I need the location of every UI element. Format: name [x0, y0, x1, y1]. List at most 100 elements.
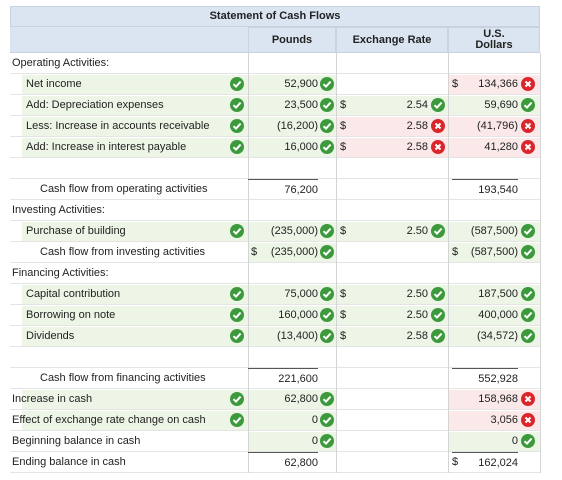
- check-icon: [230, 413, 244, 427]
- input-bg: [249, 243, 336, 262]
- check-icon: [521, 308, 535, 322]
- row-label: Increase in cash: [12, 393, 93, 405]
- row-label: Add: Increase in interest payable: [26, 141, 187, 153]
- rate-value: 2.58: [406, 141, 428, 153]
- cross-mark: [524, 122, 532, 130]
- check-icon: [431, 224, 445, 238]
- cross-mark: [524, 143, 532, 151]
- row-label: Operating Activities:: [12, 57, 110, 69]
- check-icon: [320, 119, 334, 133]
- usd-value: 158,968: [478, 393, 518, 405]
- usd-value: 3,056: [490, 414, 518, 426]
- usd-value: 41,280: [484, 141, 518, 153]
- check-mark: [322, 227, 332, 236]
- input-bg: [449, 432, 540, 451]
- cross-icon: [431, 140, 445, 154]
- input-bg: [22, 390, 248, 409]
- check-mark: [523, 101, 533, 110]
- check-mark: [322, 248, 332, 257]
- check-mark: [232, 80, 242, 89]
- input-bg: [249, 327, 336, 346]
- cross-icon: [521, 77, 535, 91]
- input-bg: [22, 327, 248, 346]
- row-label: Beginning balance in cash: [12, 435, 141, 447]
- rate-value: 2.50: [406, 225, 428, 237]
- usd-value: 162,024: [452, 452, 518, 473]
- input-bg: [449, 411, 540, 430]
- row-line: [10, 53, 540, 74]
- input-bg: [22, 117, 248, 136]
- check-mark: [523, 248, 533, 257]
- cross-icon: [521, 413, 535, 427]
- input-bg: [449, 285, 540, 304]
- check-icon: [230, 77, 244, 91]
- rate-value: 2.50: [406, 309, 428, 321]
- pounds-value: 16,000: [284, 141, 318, 153]
- column-header: Pounds: [248, 27, 336, 53]
- usd-value: (34,572): [477, 330, 518, 342]
- cross-mark: [524, 80, 532, 88]
- input-bg: [22, 306, 248, 325]
- input-bg: [22, 75, 248, 94]
- pounds-value: (235,000): [270, 246, 318, 258]
- pounds-value: 52,900: [284, 78, 318, 90]
- pounds-value: (16,200): [277, 120, 318, 132]
- input-bg: [337, 96, 448, 115]
- check-mark: [232, 311, 242, 320]
- column-line: [248, 53, 249, 473]
- input-bg: [449, 222, 540, 241]
- row-label: Add: Depreciation expenses: [26, 99, 164, 111]
- check-icon: [230, 329, 244, 343]
- pounds-value: 221,600: [248, 368, 318, 389]
- rate-value: 2.58: [406, 120, 428, 132]
- column-line: [336, 53, 337, 473]
- usd-value: 0: [511, 435, 518, 447]
- row-label: Borrowing on note: [26, 309, 116, 321]
- input-bg: [249, 432, 336, 451]
- check-mark: [322, 122, 332, 131]
- check-icon: [320, 287, 334, 301]
- check-mark: [523, 332, 533, 341]
- row-label: Net income: [26, 78, 82, 90]
- row-label: Ending balance in cash: [12, 456, 126, 468]
- input-bg: [22, 138, 248, 157]
- cross-mark: [434, 122, 442, 130]
- currency-symbol: $: [340, 225, 347, 237]
- usd-value: 193,540: [452, 179, 518, 200]
- input-bg: [22, 222, 248, 241]
- check-icon: [521, 224, 535, 238]
- row-line: [10, 368, 540, 389]
- row-line: [10, 179, 540, 200]
- row-line: [10, 221, 540, 242]
- check-mark: [232, 416, 242, 425]
- cross-icon: [521, 119, 535, 133]
- title-bar: Statement of Cash Flows: [10, 6, 540, 27]
- currency-symbol: $: [251, 246, 258, 258]
- usd-value: 400,000: [478, 309, 518, 321]
- row-label: Investing Activities:: [12, 204, 105, 216]
- input-bg: [337, 285, 448, 304]
- check-icon: [320, 434, 334, 448]
- row-label: Purchase of building: [26, 225, 126, 237]
- input-bg: [22, 411, 248, 430]
- input-bg: [449, 117, 540, 136]
- rate-value: 2.54: [406, 99, 428, 111]
- currency-symbol: $: [340, 120, 347, 132]
- row-label: Financing Activities:: [12, 267, 109, 279]
- cross-icon: [521, 392, 535, 406]
- check-icon: [320, 329, 334, 343]
- input-bg: [249, 411, 336, 430]
- row-label: Capital contribution: [26, 288, 121, 300]
- row-line: [10, 431, 540, 452]
- input-bg: [449, 306, 540, 325]
- row-label: Cash flow from operating activities: [40, 183, 208, 195]
- check-icon: [320, 140, 334, 154]
- input-bg: [337, 138, 448, 157]
- check-icon: [431, 329, 445, 343]
- row-line: [10, 95, 540, 116]
- check-icon: [230, 308, 244, 322]
- check-icon: [320, 224, 334, 238]
- check-mark: [433, 101, 443, 110]
- pounds-value: 76,200: [248, 179, 318, 200]
